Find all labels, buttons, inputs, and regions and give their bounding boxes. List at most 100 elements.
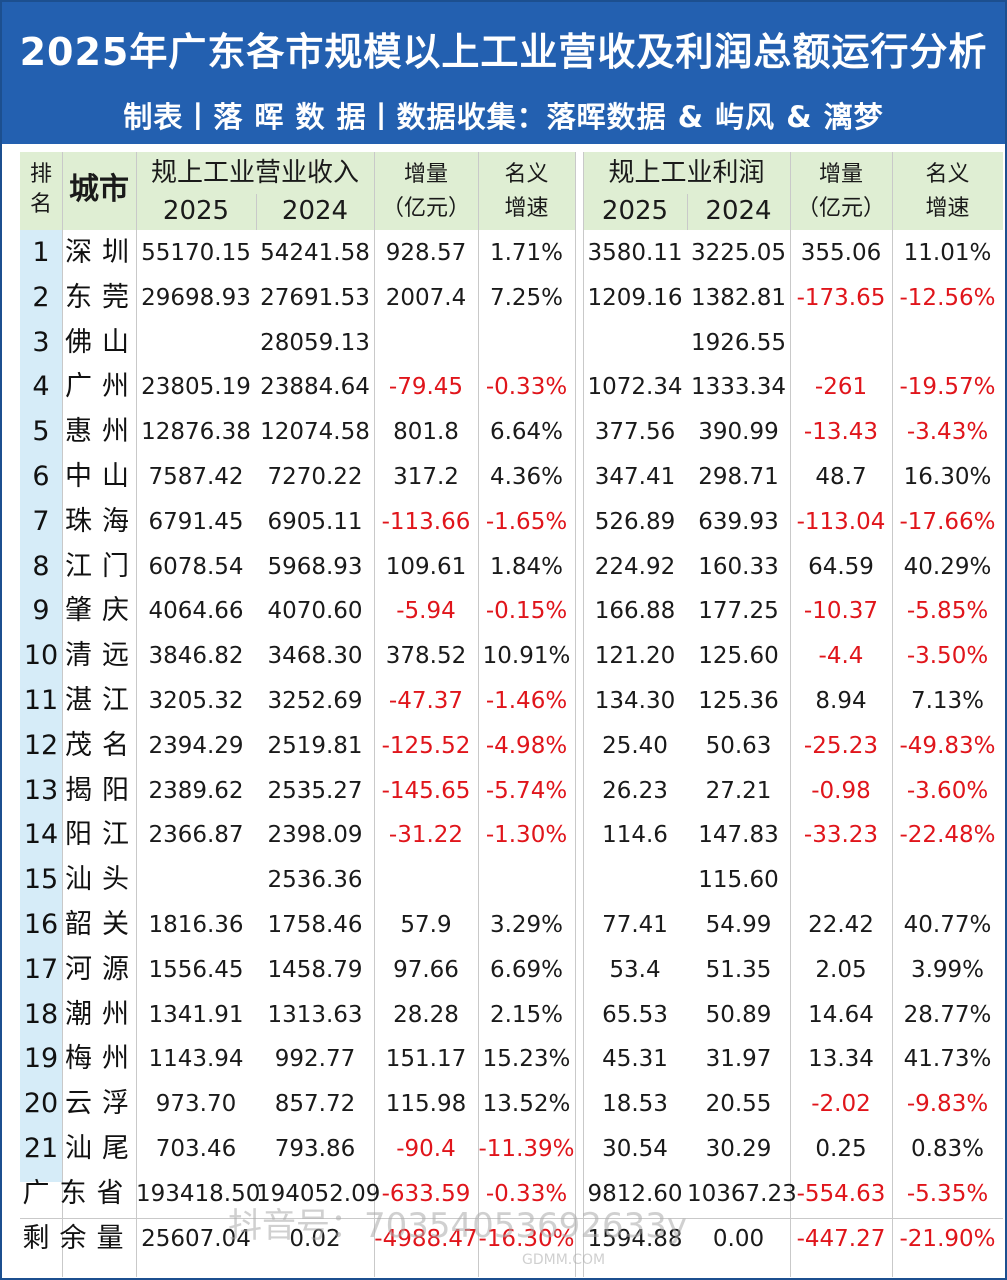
city-cell: 清远 xyxy=(65,640,139,671)
header-revenue-bg xyxy=(20,152,575,230)
pro24-cell: 51.35 xyxy=(705,957,772,983)
pro25-cell: 166.88 xyxy=(594,598,676,624)
summary-pro24-cell: 0.00 xyxy=(712,1226,765,1252)
rev-g-cell: 3.29% xyxy=(489,912,564,938)
rev25-cell: 1143.94 xyxy=(148,1046,244,1072)
pro24-cell: 50.63 xyxy=(705,733,772,759)
rev-inc-cell xyxy=(374,858,478,902)
rank-cell: 3 xyxy=(32,327,50,358)
pro24-cell: 54.99 xyxy=(705,912,772,938)
pro-inc-cell: -261 xyxy=(814,374,868,400)
pro-g-cell: -3.50% xyxy=(906,643,989,669)
rank-cell: 18 xyxy=(23,999,59,1030)
rev-g-cell: 1.71% xyxy=(489,240,564,266)
grid-line xyxy=(136,152,137,1277)
rank-cell: 6 xyxy=(32,461,50,492)
rev24-cell: 992.77 xyxy=(274,1046,356,1072)
watermark-text: 抖音号：70354053692633y xyxy=(228,1206,687,1246)
rev25-cell: 6791.45 xyxy=(148,509,244,535)
rev24-cell: 4070.60 xyxy=(267,598,363,624)
pro25-cell: 347.41 xyxy=(594,464,676,490)
header-profit: 规上工业利润 xyxy=(608,158,765,188)
pro24-cell: 115.60 xyxy=(698,867,779,893)
pro-inc-cell: -13.43 xyxy=(803,419,879,445)
pro25-cell: 18.53 xyxy=(602,1091,668,1117)
header-profit-growth-l1: 名义 xyxy=(925,162,970,187)
rank-cell: 16 xyxy=(23,909,59,940)
rev-g-cell: -0.15% xyxy=(485,598,568,624)
header-profit-2024: 2024 xyxy=(705,196,772,226)
rev24-cell: 54241.58 xyxy=(260,240,370,266)
rev24-cell: 793.86 xyxy=(274,1136,356,1162)
rev25-cell: 29698.93 xyxy=(141,285,251,311)
rev25-cell xyxy=(136,858,256,902)
pro25-cell: 45.31 xyxy=(602,1046,668,1072)
summary-pro-g-cell: -5.35% xyxy=(906,1181,989,1207)
pro-inc-cell: 64.59 xyxy=(808,554,874,580)
pro25-cell: 114.6 xyxy=(602,822,668,848)
rev-g-cell: 7.25% xyxy=(489,285,564,311)
rev-g-cell xyxy=(478,321,575,365)
header-profit-increase-l1: 增量 xyxy=(818,162,863,187)
pro24-cell: 20.55 xyxy=(705,1091,772,1117)
pro25-cell: 30.54 xyxy=(602,1136,668,1162)
city-cell: 云浮 xyxy=(65,1088,139,1119)
rev-inc-cell: 115.98 xyxy=(385,1091,467,1117)
grid-line xyxy=(892,152,893,1277)
header-revenue: 规上工业营业收入 xyxy=(150,158,359,188)
city-cell: 潮州 xyxy=(65,999,139,1030)
pro-inc-cell xyxy=(790,858,892,902)
summary-rev-g-cell: -16.30% xyxy=(478,1226,575,1252)
rev-inc-cell: -5.94 xyxy=(396,598,456,624)
pro24-cell: 177.25 xyxy=(698,598,779,624)
rank-cell: 14 xyxy=(23,819,59,850)
rev-inc-cell: 97.66 xyxy=(393,957,459,983)
pro25-cell: 526.89 xyxy=(594,509,676,535)
rev24-cell: 2398.09 xyxy=(267,822,363,848)
summary-label: 剩余量 xyxy=(22,1223,134,1254)
pro24-cell: 27.21 xyxy=(705,778,772,804)
header-revenue-growth-l1: 名义 xyxy=(504,162,549,187)
grid-line xyxy=(256,194,257,230)
header-city: 城市 xyxy=(69,172,129,207)
pro-inc-cell: -113.04 xyxy=(796,509,886,535)
city-cell: 佛山 xyxy=(65,327,139,358)
pro24-cell: 125.36 xyxy=(698,688,779,714)
pro24-cell: 1333.34 xyxy=(690,374,787,400)
rev24-cell: 3468.30 xyxy=(267,643,363,669)
header-revenue-2024: 2024 xyxy=(281,196,349,226)
pro-inc-cell xyxy=(790,321,892,365)
pro-g-cell: -22.48% xyxy=(899,822,996,848)
rev-g-cell: -1.30% xyxy=(485,822,568,848)
rev25-cell xyxy=(136,321,256,365)
pro-g-cell: 11.01% xyxy=(903,240,992,266)
pro25-cell: 224.92 xyxy=(594,554,676,580)
city-cell: 东莞 xyxy=(65,282,139,313)
summary-rev25-cell: 193418.50 xyxy=(136,1181,261,1207)
pro24-cell: 125.60 xyxy=(698,643,779,669)
rev-inc-cell: 317.2 xyxy=(393,464,459,490)
city-cell: 汕尾 xyxy=(65,1133,139,1164)
summary-rev-inc-cell: -633.59 xyxy=(381,1181,471,1207)
rev-inc-cell xyxy=(374,321,478,365)
city-cell: 惠州 xyxy=(65,416,139,447)
rank-cell: 7 xyxy=(32,506,50,537)
pro-inc-cell: -2.02 xyxy=(811,1091,871,1117)
pro24-cell: 390.99 xyxy=(698,419,779,445)
rev24-cell: 27691.53 xyxy=(260,285,370,311)
pro25-cell: 3580.11 xyxy=(587,240,683,266)
page-subtitle: 制表丨落 晖 数 据丨数据收集：落晖数据 & 屿风 & 漓梦 xyxy=(123,100,884,134)
pro-g-cell: -3.60% xyxy=(906,778,989,804)
rev24-cell: 5968.93 xyxy=(267,554,363,580)
pro25-cell: 53.4 xyxy=(609,957,661,983)
city-cell: 汕头 xyxy=(65,864,139,895)
pro-inc-cell: 2.05 xyxy=(815,957,867,983)
rev-inc-cell: -90.4 xyxy=(396,1136,456,1162)
pro-g-cell: -3.43% xyxy=(906,419,989,445)
city-cell: 珠海 xyxy=(65,506,139,537)
rev-g-cell: 6.64% xyxy=(489,419,564,445)
rev25-cell: 1816.36 xyxy=(148,912,244,938)
pro25-cell: 121.20 xyxy=(594,643,676,669)
city-cell: 韶关 xyxy=(65,909,139,940)
